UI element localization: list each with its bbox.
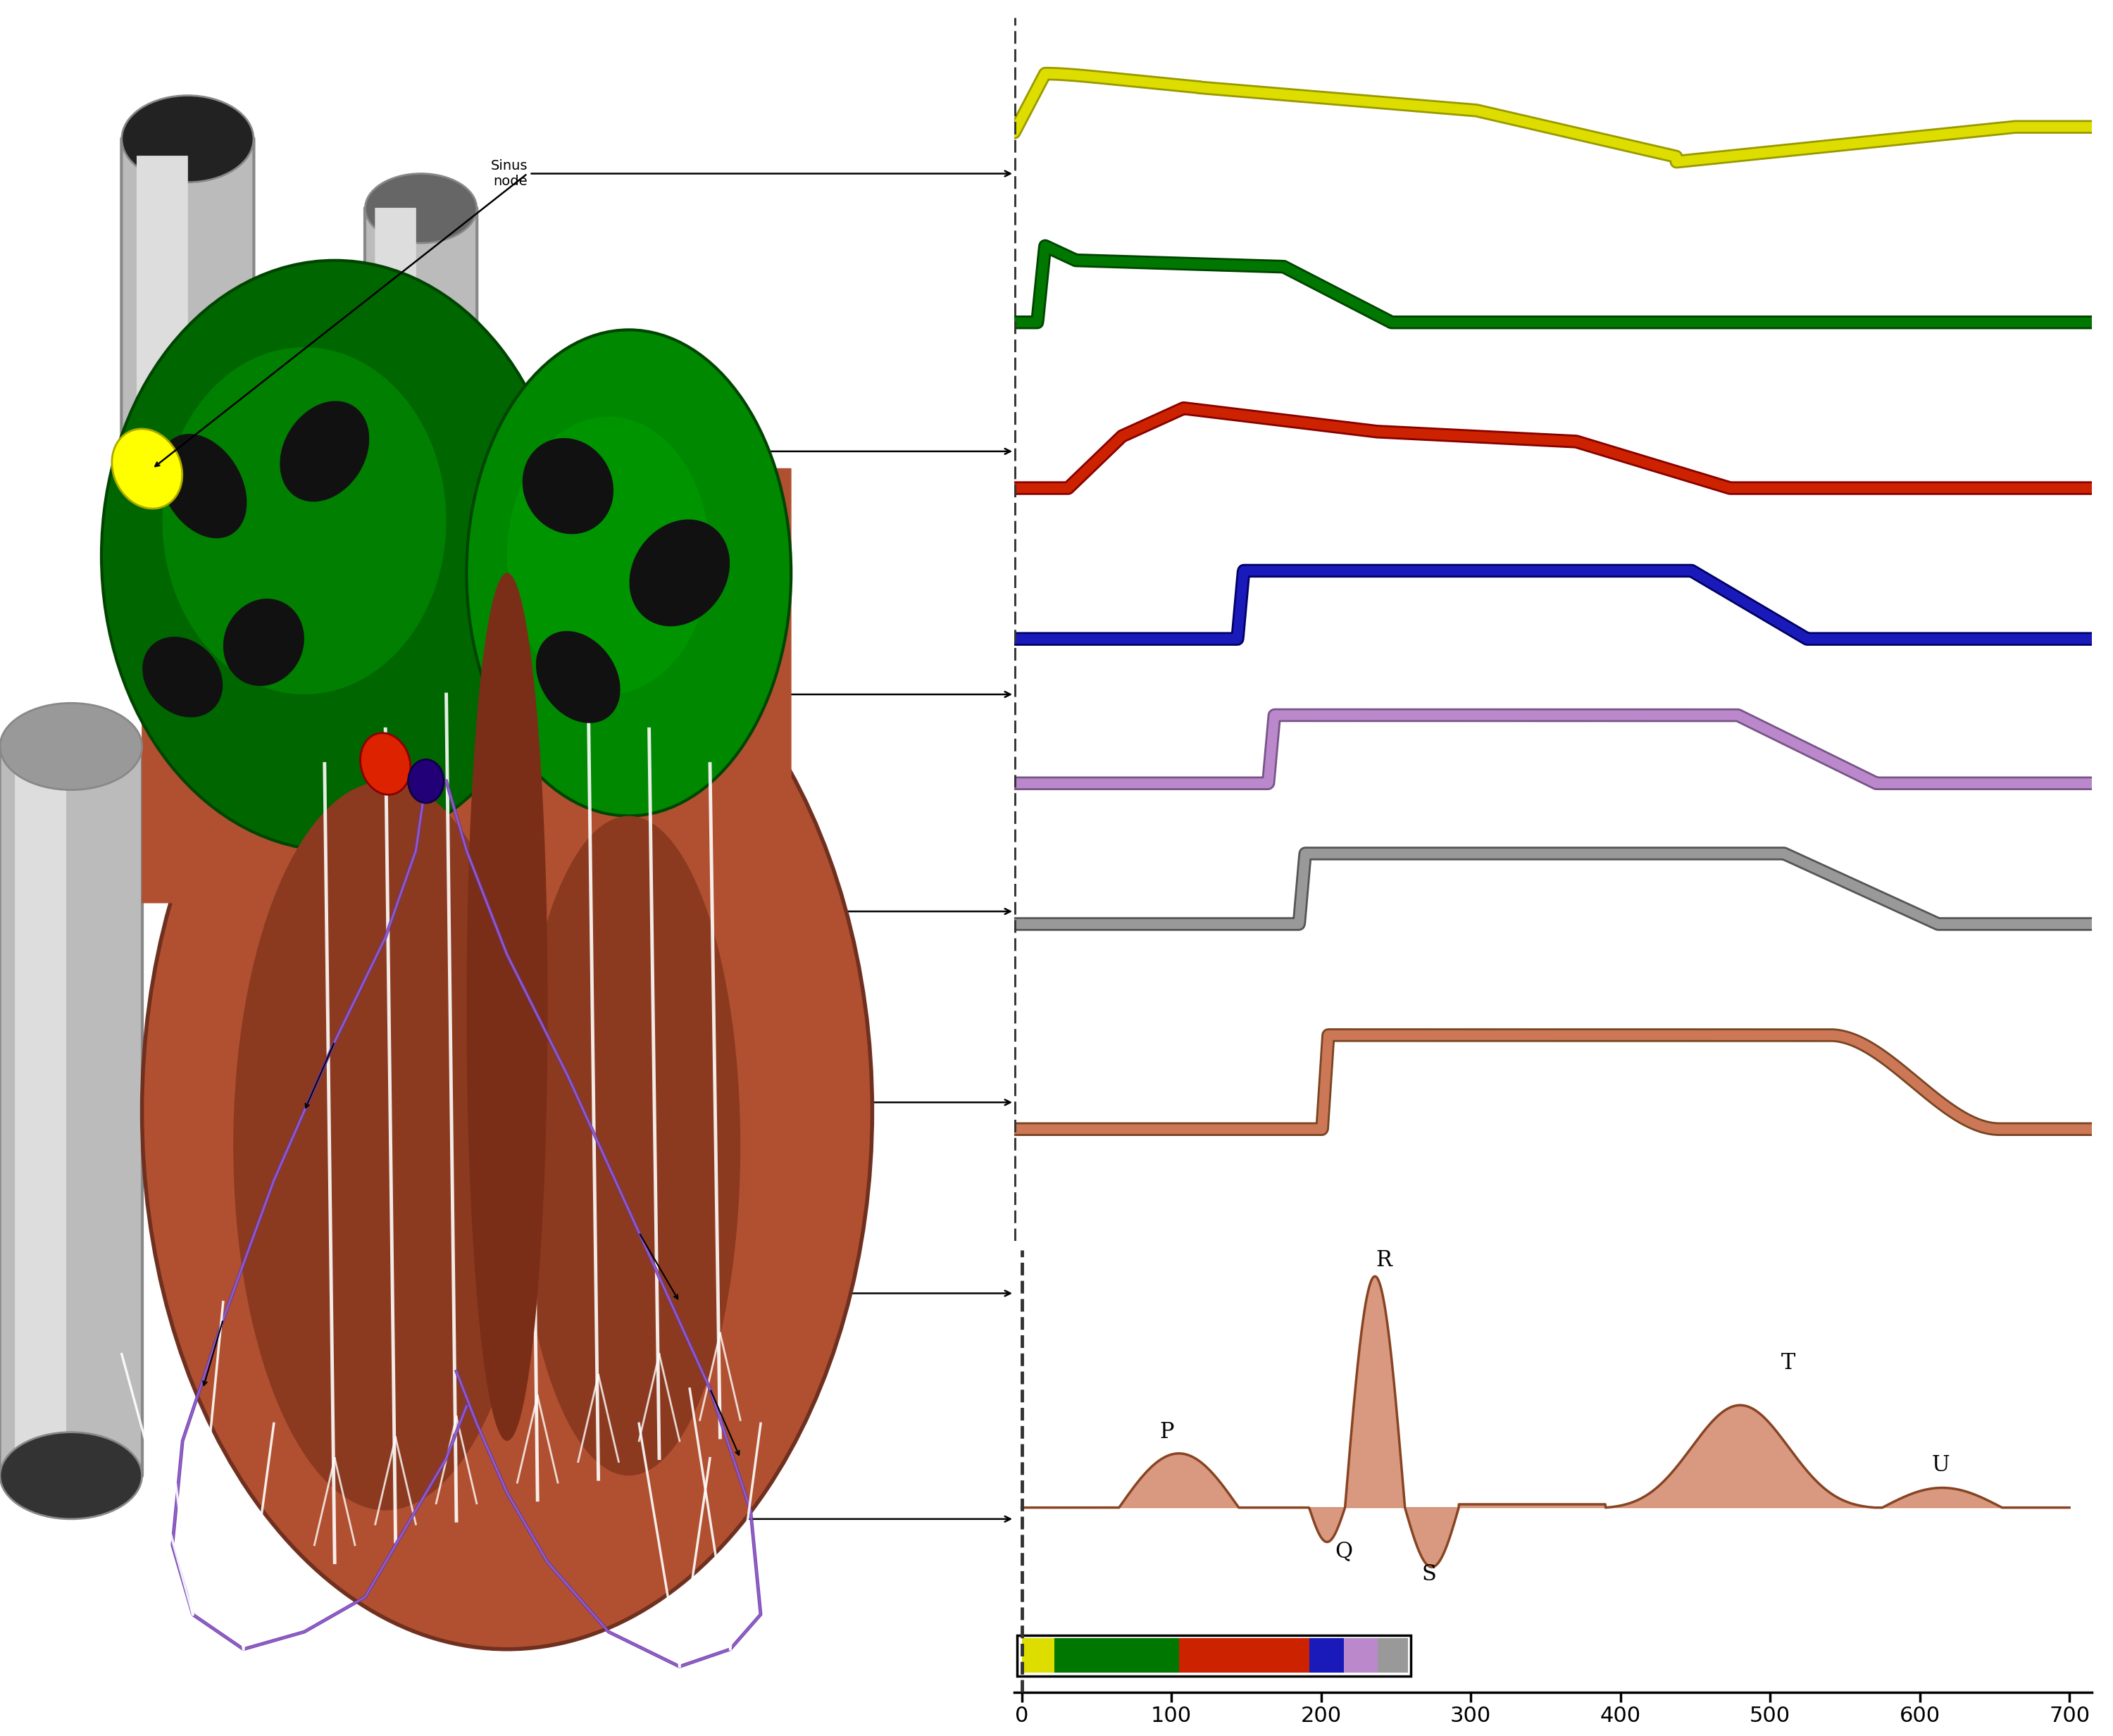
Ellipse shape [0,703,142,790]
Ellipse shape [0,1432,142,1519]
Ellipse shape [366,174,478,243]
Ellipse shape [279,401,370,502]
Bar [1023,1639,1054,1674]
FancyBboxPatch shape [0,746,142,1476]
Text: Purkinje
fibers: Purkinje fibers [473,1279,1010,1307]
Ellipse shape [467,330,790,816]
Ellipse shape [112,429,182,509]
Ellipse shape [630,519,729,627]
Bar [1179,1639,1242,1674]
Ellipse shape [518,816,740,1476]
Bar [1054,1639,1111,1674]
Ellipse shape [101,260,568,851]
FancyBboxPatch shape [374,208,416,521]
Text: U: U [1931,1455,1950,1476]
Ellipse shape [467,573,547,1441]
Ellipse shape [408,759,444,802]
Bar [1111,1639,1179,1674]
Ellipse shape [158,434,247,538]
Text: Bundle
branches: Bundle branches [465,1088,1010,1116]
Text: A-V
node: A-V node [492,681,1010,708]
FancyBboxPatch shape [15,764,66,1458]
FancyBboxPatch shape [366,208,478,521]
FancyBboxPatch shape [137,156,188,538]
Ellipse shape [142,573,873,1649]
Ellipse shape [232,781,537,1510]
Ellipse shape [359,733,410,795]
Text: Q: Q [1335,1540,1352,1562]
Ellipse shape [163,347,446,694]
Text: Common
bundle: Common bundle [465,898,1010,925]
Bar [1242,1639,1310,1674]
Ellipse shape [123,95,254,182]
Text: Ventricular
muscle: Ventricular muscle [452,1505,1010,1533]
Text: T: T [1781,1352,1796,1373]
Text: R: R [1376,1250,1392,1271]
Bar [1016,1635,1411,1675]
Ellipse shape [224,599,304,686]
Bar [1378,1639,1407,1674]
Ellipse shape [142,637,222,717]
Bar [1310,1639,1344,1674]
Ellipse shape [507,417,710,694]
Text: P: P [1160,1422,1175,1443]
Ellipse shape [123,512,254,599]
Bar [1344,1639,1378,1674]
Ellipse shape [366,486,478,556]
Text: S: S [1422,1564,1437,1585]
Ellipse shape [537,630,621,724]
FancyBboxPatch shape [120,139,254,556]
FancyBboxPatch shape [142,469,792,903]
Ellipse shape [522,437,613,535]
Text: Sinus
node: Sinus node [490,160,1010,187]
Text: Atrial
muscle: Atrial muscle [478,437,1010,465]
